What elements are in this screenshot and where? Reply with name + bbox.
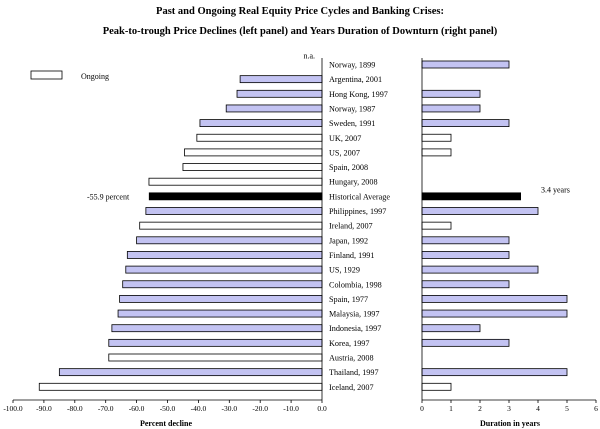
decline-bar bbox=[182, 163, 323, 171]
category-label: Spain, 1977 bbox=[329, 295, 368, 304]
chart-subtitle: Peak-to-trough Price Declines (left pane… bbox=[103, 26, 498, 37]
decline-bar bbox=[236, 89, 323, 98]
duration-bar bbox=[421, 192, 521, 201]
left-tick-label: -90.0 bbox=[36, 404, 52, 413]
decline-bar bbox=[122, 280, 323, 289]
duration-bar bbox=[421, 294, 568, 303]
duration-bar bbox=[421, 280, 510, 289]
category-label: Hungary, 2008 bbox=[329, 178, 378, 187]
category-label: US, 1929 bbox=[329, 266, 360, 275]
duration-bar bbox=[421, 133, 452, 142]
duration-bar bbox=[421, 148, 452, 157]
decline-bar bbox=[117, 309, 323, 318]
average-duration-label: 3.4 years bbox=[541, 185, 570, 194]
duration-bar bbox=[421, 251, 510, 259]
duration-bar bbox=[421, 207, 539, 215]
right-panel: 3.4 years 0 1 2 3 4 5 6 bbox=[420, 58, 598, 413]
duration-bar bbox=[421, 382, 452, 391]
duration-bar bbox=[421, 338, 510, 347]
duration-bar bbox=[421, 236, 510, 245]
decline-bar bbox=[126, 251, 323, 259]
right-tick-label: 4 bbox=[536, 404, 540, 413]
category-label: Ireland, 2007 bbox=[329, 222, 373, 231]
legend-swatch-ongoing bbox=[30, 70, 63, 80]
category-label: Hong Kong, 1997 bbox=[329, 90, 388, 99]
left-tick-label: -100.0 bbox=[3, 404, 23, 413]
duration-bar bbox=[421, 119, 510, 127]
chart-title: Past and Ongoing Real Equity Price Cycle… bbox=[156, 6, 444, 17]
category-label: Finland, 1991 bbox=[329, 251, 375, 260]
category-label: Argentina, 2001 bbox=[329, 75, 382, 84]
left-tick-label: -60.0 bbox=[129, 404, 145, 413]
left-tick-label: -10.0 bbox=[283, 404, 299, 413]
decline-bar bbox=[139, 221, 323, 230]
decline-bar bbox=[196, 133, 323, 142]
decline-bar bbox=[136, 236, 323, 245]
left-panel: n.a. -55.9 percent -100.0 -90.0 -80.0 -70.0 -6… bbox=[3, 52, 327, 414]
category-label: Sweden, 1991 bbox=[329, 119, 375, 128]
decline-bar bbox=[58, 368, 323, 377]
right-tick-label: 0 bbox=[420, 404, 424, 413]
category-label: Thailand, 1997 bbox=[329, 368, 379, 377]
decline-bar bbox=[119, 294, 323, 303]
legend: Ongoing bbox=[30, 70, 109, 81]
category-label: US, 2007 bbox=[329, 148, 360, 157]
duration-bar bbox=[421, 104, 481, 113]
decline-bar bbox=[225, 104, 323, 113]
right-tick-label: 3 bbox=[507, 404, 511, 413]
category-label: Historical Average bbox=[329, 192, 390, 201]
duration-bar bbox=[421, 368, 568, 377]
category-label: Philippines, 1997 bbox=[329, 207, 386, 216]
missing-label: n.a. bbox=[303, 52, 315, 61]
category-label: Norway, 1899 bbox=[329, 61, 375, 70]
duration-bar bbox=[421, 324, 481, 333]
left-tick-label: -70.0 bbox=[98, 404, 114, 413]
duration-bar bbox=[421, 221, 452, 230]
right-xlabel: Duration in years bbox=[480, 419, 540, 428]
category-label: UK, 2007 bbox=[329, 134, 361, 143]
duration-bar bbox=[421, 89, 481, 98]
category-label: Iceland, 2007 bbox=[329, 383, 374, 392]
decline-bar bbox=[125, 265, 323, 274]
left-tick-label: -40.0 bbox=[191, 404, 207, 413]
right-tick-label: 2 bbox=[478, 404, 482, 413]
decline-bar bbox=[239, 75, 323, 84]
category-label: Malaysia, 1997 bbox=[329, 310, 379, 319]
left-tick-label: -80.0 bbox=[67, 404, 83, 413]
right-tick-label: 1 bbox=[449, 404, 453, 413]
decline-bar bbox=[108, 353, 323, 362]
duration-bar bbox=[421, 309, 568, 318]
category-label: Colombia, 1998 bbox=[329, 280, 382, 289]
decline-bar bbox=[108, 338, 323, 347]
left-tick-label: 0.0 bbox=[317, 404, 327, 413]
category-label: Indonesia, 1997 bbox=[329, 324, 381, 333]
category-labels: Norway, 1899 Argentina, 2001 Hong Kong, 19… bbox=[329, 61, 390, 392]
decline-bar bbox=[38, 382, 323, 391]
left-tick-label: -50.0 bbox=[160, 404, 176, 413]
decline-bar bbox=[148, 192, 323, 201]
average-decline-label: -55.9 percent bbox=[87, 192, 130, 201]
decline-bar bbox=[111, 324, 323, 333]
category-label: Austria, 2008 bbox=[329, 354, 374, 363]
duration-bar bbox=[421, 60, 510, 69]
category-label: Norway, 1987 bbox=[329, 104, 375, 113]
category-label: Korea, 1997 bbox=[329, 339, 369, 348]
decline-bar bbox=[148, 177, 323, 186]
duration-bar bbox=[421, 265, 539, 274]
right-tick-label: 6 bbox=[594, 404, 598, 413]
category-label: Spain, 2008 bbox=[329, 163, 368, 172]
decline-bar bbox=[184, 148, 323, 157]
left-tick-label: -30.0 bbox=[221, 404, 237, 413]
left-xlabel: Percent decline bbox=[140, 419, 193, 428]
legend-label-ongoing: Ongoing bbox=[81, 72, 109, 81]
right-tick-label: 5 bbox=[565, 404, 569, 413]
decline-bar bbox=[145, 207, 323, 215]
decline-bar bbox=[199, 119, 323, 127]
left-tick-label: -20.0 bbox=[252, 404, 268, 413]
category-label: Japan, 1992 bbox=[329, 236, 368, 245]
